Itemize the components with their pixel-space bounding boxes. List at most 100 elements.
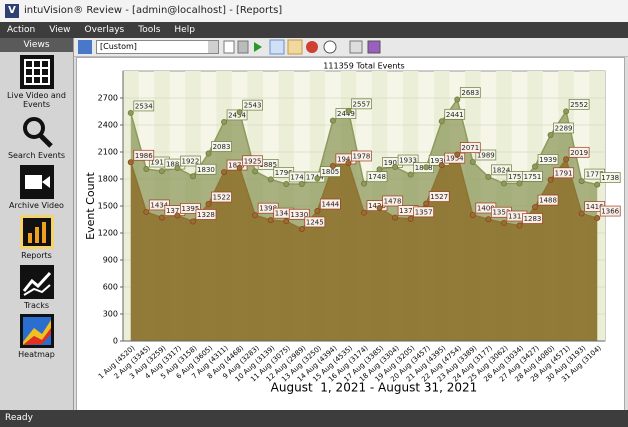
data-label: 2441 <box>444 108 466 120</box>
y-axis-label: Event Count <box>84 171 97 239</box>
data-label-box <box>242 155 263 167</box>
data-label-text: 1343 <box>275 210 293 218</box>
sidebar-item[interactable]: Live Video and Events <box>0 55 73 109</box>
data-point <box>407 215 414 222</box>
data-point <box>578 178 585 185</box>
data-label-text: 1907 <box>384 159 402 167</box>
sidebar-item[interactable]: Tracks <box>0 265 73 310</box>
data-label-text: 1328 <box>197 211 215 219</box>
data-label-text: 1939 <box>539 156 557 164</box>
data-label-box <box>397 154 419 166</box>
data-point <box>563 108 570 115</box>
data-point <box>267 176 274 183</box>
sidebar: Views Live Video and Events Search Events… <box>0 38 74 410</box>
data-label-text: 1371 <box>399 207 417 215</box>
data-label-box <box>491 164 512 176</box>
data-label-text: 2552 <box>570 101 588 109</box>
data-label-box <box>366 171 388 183</box>
toolbar: [Custom] <box>74 38 628 57</box>
data-label: 1357 <box>413 206 434 218</box>
data-label-box <box>304 216 326 228</box>
y-tick-label: 300 <box>103 310 118 319</box>
sidebar-item[interactable]: Search Events <box>0 115 73 160</box>
data-point <box>205 201 212 208</box>
menu-item[interactable]: Tools <box>138 25 161 35</box>
data-label-text: 1989 <box>477 151 495 159</box>
data-label: 2289 <box>553 122 574 134</box>
data-label-box <box>288 208 310 220</box>
data-label: 2534 <box>133 100 155 112</box>
y-tick-label: 2400 <box>98 121 118 130</box>
sidebar-icon <box>19 215 54 249</box>
data-label-text: 1830 <box>197 166 215 174</box>
data-label-text: 1434 <box>150 201 168 209</box>
data-label-box <box>351 150 372 162</box>
toolbar-icon[interactable] <box>77 39 93 55</box>
data-label: 1245 <box>304 216 326 228</box>
data-point <box>563 156 570 163</box>
data-label-text: 1777 <box>586 171 604 179</box>
data-label-text: 1444 <box>321 201 339 209</box>
range-combo[interactable]: [Custom] <box>96 40 219 54</box>
data-point <box>174 212 181 219</box>
data-label: 1989 <box>475 149 497 161</box>
data-label: 1925 <box>242 155 263 167</box>
data-label-box <box>133 149 155 161</box>
data-point <box>252 212 259 219</box>
data-point <box>532 204 539 211</box>
data-label: 1328 <box>195 209 217 220</box>
data-point <box>360 209 367 216</box>
data-label: 1933 <box>397 154 419 166</box>
data-label: 1830 <box>195 163 217 175</box>
data-point <box>376 166 383 173</box>
data-point <box>283 218 290 225</box>
data-point <box>252 168 259 175</box>
data-label: 2683 <box>459 87 481 98</box>
data-point <box>345 107 352 114</box>
data-label-box <box>599 172 621 183</box>
menu-item[interactable]: View <box>49 25 71 35</box>
data-label-text: 2683 <box>461 89 479 97</box>
data-point <box>143 166 150 173</box>
sidebar-icon <box>19 165 54 199</box>
sidebar-item[interactable]: Reports <box>0 215 73 260</box>
sidebar-label: Search Events <box>7 151 66 160</box>
toolbar-buttons[interactable] <box>222 39 522 55</box>
data-label-text: 1933 <box>399 157 417 165</box>
data-label-box <box>133 100 155 112</box>
data-label: 2449 <box>335 108 357 119</box>
window-title: intuVision® Review - [admin@localhost] -… <box>24 5 283 16</box>
data-label-text: 2534 <box>135 102 153 110</box>
data-label: 1444 <box>320 198 341 210</box>
menu-item[interactable]: Action <box>7 25 36 35</box>
menu-item[interactable]: Overlays <box>84 25 125 35</box>
data-label-text: 2289 <box>555 124 573 132</box>
sidebar-item[interactable]: Heatmap <box>0 314 73 359</box>
data-label-text: 1488 <box>539 197 557 205</box>
data-label-box <box>335 108 357 119</box>
data-label-box <box>428 191 450 202</box>
data-label-box <box>413 206 434 218</box>
data-label-text: 1395 <box>182 205 200 213</box>
data-label-box <box>444 108 466 120</box>
data-label: 1824 <box>491 164 512 176</box>
data-point <box>454 151 461 158</box>
data-label-text: 1416 <box>586 203 604 211</box>
y-tick-label: 900 <box>103 256 118 265</box>
data-label-box <box>537 154 559 165</box>
data-label-box <box>195 209 217 220</box>
sidebar-icon <box>19 314 54 348</box>
menu-item[interactable]: Help <box>174 25 195 35</box>
data-point <box>547 131 554 138</box>
data-label-box <box>320 198 341 210</box>
sidebar-label: Reports <box>21 251 52 260</box>
data-label: 2083 <box>211 141 232 152</box>
sidebar-item[interactable]: Archive Video <box>0 165 73 210</box>
data-label-text: 1805 <box>321 168 339 176</box>
data-point <box>314 208 321 215</box>
sidebar-label: Heatmap <box>18 350 55 359</box>
data-point <box>594 215 601 222</box>
data-label-text: 2434 <box>228 111 246 119</box>
data-label: 2019 <box>568 146 590 158</box>
data-label: 1527 <box>428 191 450 202</box>
